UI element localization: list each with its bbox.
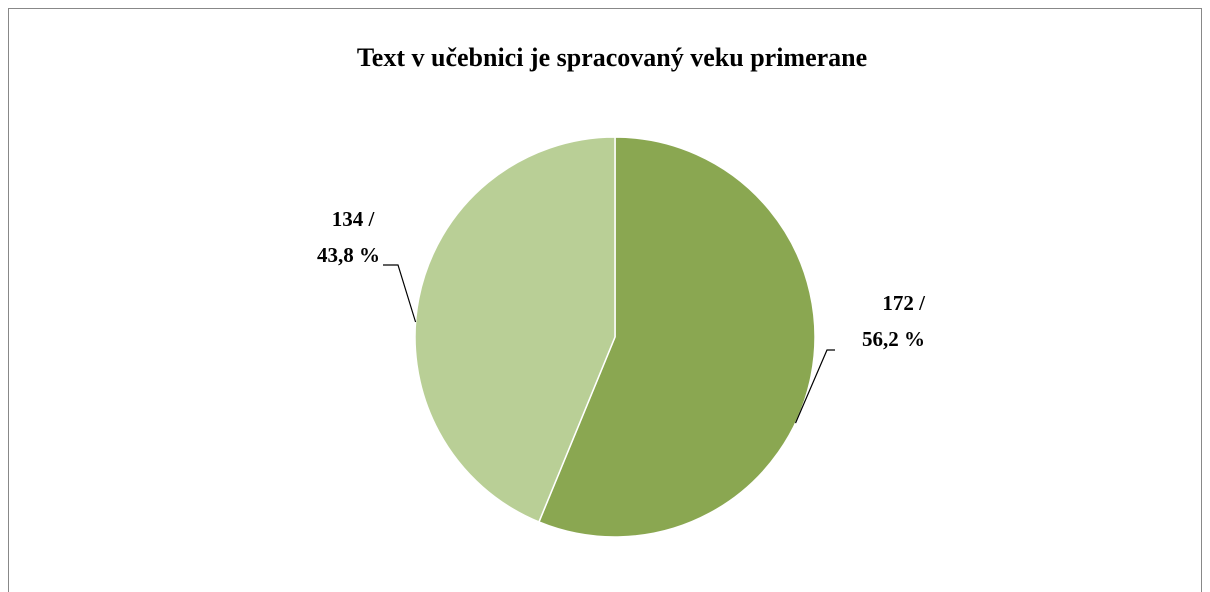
data-label: 56,2 % — [862, 327, 925, 351]
chart-title: Text v učebnici je spracovaný veku prime… — [357, 43, 867, 72]
pie-slice — [537, 136, 816, 538]
data-label: 43,8 % — [317, 243, 380, 267]
data-label: 134 / — [332, 207, 376, 231]
chart-frame — [8, 8, 1202, 592]
data-label: 172 / — [882, 291, 926, 315]
leader-line — [794, 349, 835, 424]
leader-line — [383, 264, 417, 323]
pie-slice — [414, 136, 616, 523]
